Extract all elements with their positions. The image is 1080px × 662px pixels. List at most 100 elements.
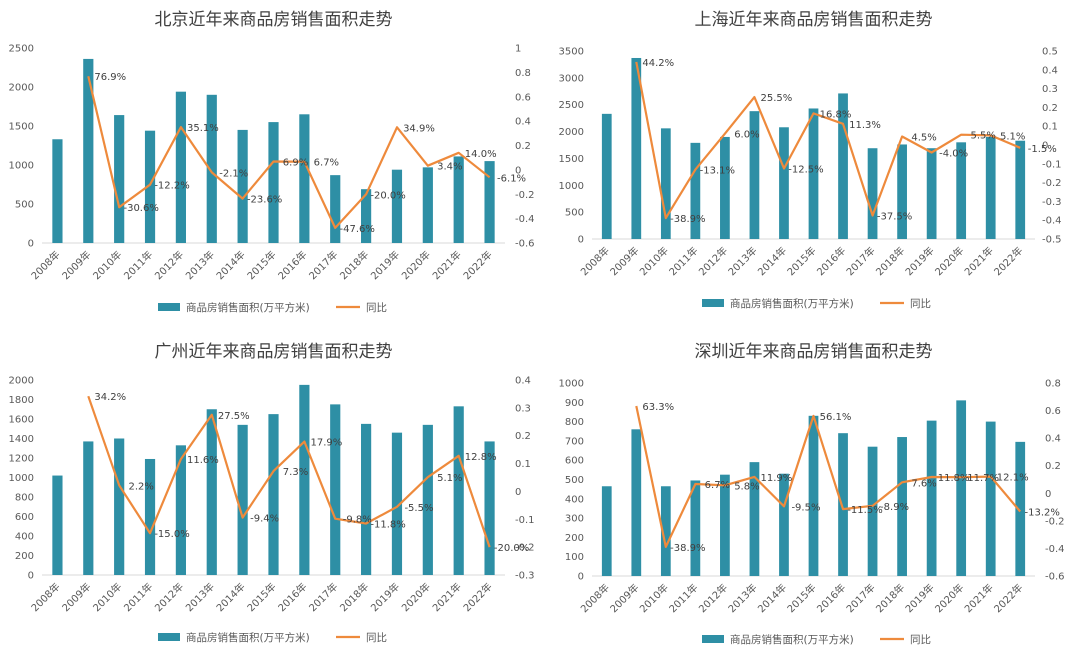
bar	[985, 136, 996, 239]
x-tick-label: 2008年	[578, 244, 612, 278]
x-tick-label: 2011年	[666, 244, 700, 278]
y2-tick-label: -0.6	[1045, 572, 1065, 583]
y2-tick-label: 0.2	[515, 431, 531, 442]
x-tick-label: 2017年	[843, 581, 877, 615]
bar	[422, 167, 433, 243]
x-tick-label: 2017年	[306, 248, 340, 282]
bar	[690, 480, 701, 576]
bar	[52, 139, 63, 243]
y-tick-label: 700	[565, 436, 584, 447]
data-label: -8.9%	[880, 502, 909, 513]
data-label: 3.4%	[437, 162, 462, 173]
bar	[268, 414, 279, 575]
y2-tick-label: 0	[1045, 489, 1051, 500]
data-label: 56.1%	[820, 412, 852, 423]
data-label: 12.8%	[465, 452, 497, 463]
y2-tick-label: -0.2	[515, 190, 535, 201]
bar	[361, 189, 372, 243]
data-label: 25.5%	[761, 93, 793, 104]
data-label: -20.0%	[494, 543, 529, 554]
bar	[484, 441, 495, 575]
data-label: 27.5%	[218, 411, 250, 422]
y2-tick-label: 0.1	[515, 459, 531, 470]
y-tick-label: 0	[28, 571, 34, 582]
y2-tick-label: -0.3	[1042, 197, 1062, 208]
y-tick-label: 3500	[559, 47, 584, 58]
data-label: -2.1%	[219, 168, 248, 179]
y-tick-label: 400	[15, 532, 34, 543]
bar	[52, 475, 63, 575]
data-label: -13.2%	[1025, 507, 1060, 518]
data-label: -9.4%	[250, 514, 279, 525]
legend: 商品房销售面积(万平方米) 同比	[702, 633, 931, 646]
data-label: -6.1%	[497, 173, 526, 184]
y-tick-label: 0	[578, 572, 584, 583]
bar	[749, 111, 760, 239]
bar	[330, 175, 341, 243]
y2-tick-label: 0.4	[515, 117, 531, 128]
data-label: 2.2%	[128, 481, 153, 492]
bar	[720, 474, 730, 576]
y-tick-label: 800	[565, 417, 584, 428]
bar	[808, 415, 819, 576]
data-label: -12.2%	[154, 181, 189, 192]
x-tick-label: 2018年	[337, 580, 371, 614]
x-tick-label: 2014年	[213, 248, 247, 282]
bar	[299, 384, 310, 575]
data-label: 34.9%	[403, 123, 435, 134]
x-tick-label: 2020年	[932, 581, 966, 615]
legend-swatch-bar	[702, 635, 724, 643]
x-tick-label: 2022年	[991, 244, 1025, 278]
y2-tick-label: 0.8	[1045, 379, 1061, 390]
data-label: -4.0%	[939, 149, 968, 160]
yoy-line	[635, 61, 1021, 220]
data-label: 34.2%	[94, 392, 126, 403]
x-tick-label: 2017年	[306, 580, 340, 614]
y2-tick-label: 0.2	[515, 141, 531, 152]
data-label: 16.8%	[820, 109, 852, 120]
data-label: -15.0%	[154, 529, 189, 540]
bar	[361, 423, 372, 575]
x-tick-label: 2012年	[696, 581, 730, 615]
x-tick-label: 2015年	[784, 244, 818, 278]
x-tick-label: 2019年	[368, 580, 402, 614]
bar	[237, 129, 248, 243]
bar	[206, 94, 217, 243]
bar	[808, 108, 819, 239]
x-tick-label: 2013年	[725, 244, 759, 278]
x-tick-label: 2021年	[962, 244, 996, 278]
chart-title: 深圳近年来商品房销售面积走势	[695, 342, 933, 362]
y-tick-label: 1400	[9, 434, 34, 445]
y2-tick-label: 0.4	[1045, 434, 1061, 445]
x-tick-label: 2014年	[213, 580, 247, 614]
data-label: -11.8%	[370, 519, 405, 530]
y-tick-label: 200	[15, 551, 34, 562]
legend-label-line: 同比	[366, 631, 387, 644]
y2-tick-label: 0.1	[1042, 122, 1058, 133]
x-tick-label: 2010年	[90, 580, 124, 614]
y2-tick-label: 0.8	[515, 68, 531, 79]
x-tick-label: 2011年	[121, 248, 155, 282]
data-label: 6.0%	[734, 130, 759, 141]
y-tick-label: 1500	[559, 154, 584, 165]
x-tick-label: 2021年	[962, 581, 996, 615]
x-tick-label: 2015年	[244, 580, 278, 614]
x-tick-label: 2019年	[368, 248, 402, 282]
y2-tick-label: -0.2	[1045, 516, 1065, 527]
bar	[631, 429, 642, 576]
y-tick-label: 1200	[9, 454, 34, 465]
chart-title: 北京近年来商品房销售面积走势	[155, 10, 393, 30]
legend-label-line: 同比	[910, 633, 931, 646]
x-tick-label: 2014年	[755, 244, 789, 278]
y2-tick-label: -0.2	[515, 543, 535, 554]
data-label: -23.6%	[247, 195, 282, 206]
y-tick-label: 1600	[9, 415, 34, 426]
y2-tick-label: -0.5	[1042, 235, 1062, 246]
x-tick-label: 2012年	[696, 244, 730, 278]
data-label: 5.5%	[970, 131, 995, 142]
bar	[268, 122, 279, 243]
legend-label-line: 同比	[366, 301, 387, 314]
x-tick-label: 2019年	[902, 244, 936, 278]
x-tick-label: 2016年	[814, 581, 848, 615]
y2-tick-label: 1	[515, 44, 521, 55]
